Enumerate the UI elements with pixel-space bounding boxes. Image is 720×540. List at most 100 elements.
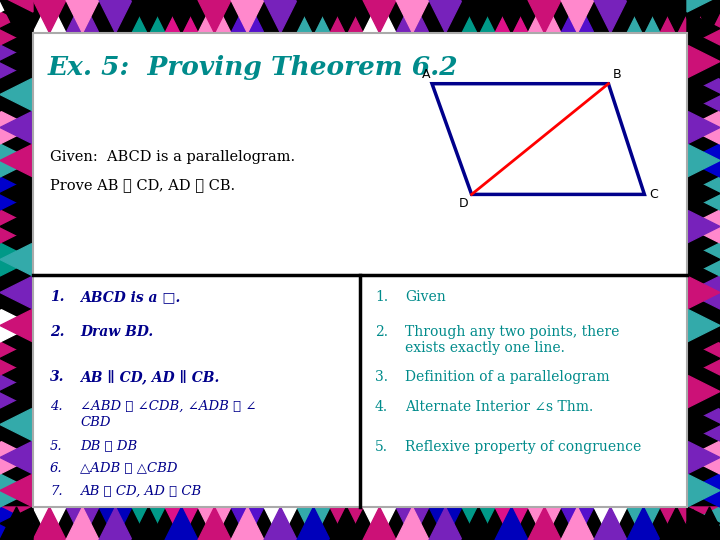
Polygon shape [462,0,495,33]
Polygon shape [495,0,528,33]
Polygon shape [462,507,495,540]
Polygon shape [0,408,33,441]
Polygon shape [165,0,198,33]
Polygon shape [66,507,99,540]
Polygon shape [627,507,660,540]
Text: 5.: 5. [375,440,388,454]
Text: Through any two points, there: Through any two points, there [405,325,619,339]
Polygon shape [363,0,396,33]
Polygon shape [693,507,720,540]
Polygon shape [687,0,720,12]
Polygon shape [627,507,660,540]
Text: exists exactly one line.: exists exactly one line. [405,341,565,355]
Polygon shape [0,144,33,177]
Polygon shape [528,0,561,33]
Text: 2.: 2. [50,325,65,339]
Polygon shape [687,111,720,144]
Text: C: C [649,188,658,201]
Text: Ex. 5:  Proving Theorem 6.2: Ex. 5: Proving Theorem 6.2 [48,55,459,80]
Text: AB ∥ CD, AD ∥ CB.: AB ∥ CD, AD ∥ CB. [80,370,220,384]
Polygon shape [0,507,33,540]
Polygon shape [687,0,720,12]
Polygon shape [687,507,720,540]
Polygon shape [429,507,462,540]
Polygon shape [0,507,33,540]
Polygon shape [687,276,720,309]
Polygon shape [687,309,720,342]
Polygon shape [687,474,720,507]
Text: 1.: 1. [375,290,388,304]
Polygon shape [0,0,33,33]
Text: Reflexive property of congruence: Reflexive property of congruence [405,440,642,454]
Text: Alternate Interior ∠s Thm.: Alternate Interior ∠s Thm. [405,400,593,414]
Polygon shape [0,309,33,342]
Polygon shape [264,507,297,540]
Polygon shape [165,0,198,33]
Polygon shape [0,78,33,111]
Text: B: B [613,68,621,80]
Polygon shape [0,276,33,309]
Polygon shape [687,375,720,408]
Polygon shape [33,0,66,33]
Polygon shape [396,0,429,33]
Polygon shape [132,0,165,33]
Polygon shape [495,507,528,540]
Text: 1.: 1. [50,290,65,304]
Polygon shape [561,507,594,540]
Polygon shape [33,507,66,540]
Polygon shape [363,507,396,540]
Polygon shape [99,507,132,540]
Polygon shape [687,474,720,507]
Polygon shape [231,0,264,33]
Polygon shape [264,0,297,33]
Text: 7.: 7. [50,485,63,498]
Polygon shape [687,12,720,45]
Text: △ADB ≅ △CBD: △ADB ≅ △CBD [80,462,178,475]
Polygon shape [687,78,720,111]
Polygon shape [132,0,165,33]
Polygon shape [594,0,627,33]
Polygon shape [330,507,363,540]
Polygon shape [0,210,33,243]
Polygon shape [687,144,720,177]
Polygon shape [0,111,33,144]
Polygon shape [687,342,720,375]
Polygon shape [0,243,33,276]
Polygon shape [0,12,33,45]
Polygon shape [264,0,297,33]
Polygon shape [462,507,495,540]
Polygon shape [231,507,264,540]
Text: 4.: 4. [375,400,388,414]
Polygon shape [561,0,594,33]
Polygon shape [165,507,198,540]
Polygon shape [0,177,33,210]
Polygon shape [198,507,231,540]
Polygon shape [687,408,720,441]
Polygon shape [0,210,33,243]
Polygon shape [429,0,462,33]
Polygon shape [693,0,720,33]
Polygon shape [0,375,33,408]
Polygon shape [687,375,720,408]
Polygon shape [687,276,720,309]
Polygon shape [687,408,720,441]
Polygon shape [687,243,720,276]
Polygon shape [687,177,720,210]
Polygon shape [687,177,720,210]
Text: 2.: 2. [375,325,388,339]
Polygon shape [297,0,330,33]
Text: 6.: 6. [50,462,63,475]
Polygon shape [687,210,720,243]
Polygon shape [0,12,33,45]
Polygon shape [687,45,720,78]
Polygon shape [66,0,99,33]
Polygon shape [594,507,627,540]
Polygon shape [0,0,33,33]
Polygon shape [330,0,363,33]
Text: A: A [421,68,430,80]
Polygon shape [693,0,720,33]
Text: D: D [459,198,469,211]
Text: 3.: 3. [50,370,65,384]
Polygon shape [165,507,198,540]
Text: AB ≅ CD, AD ≅ CB: AB ≅ CD, AD ≅ CB [80,485,202,498]
